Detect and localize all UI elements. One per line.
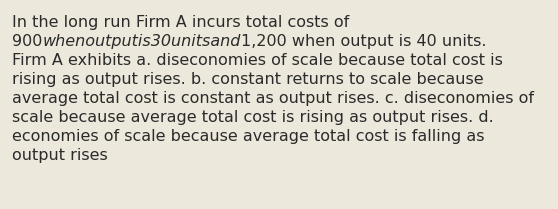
Text: 1,200 when output is 40 units.: 1,200 when output is 40 units. <box>240 34 486 49</box>
Text: output rises: output rises <box>12 148 108 163</box>
Text: rising as output rises. b. constant returns to scale because: rising as output rises. b. constant retu… <box>12 72 484 87</box>
Text: whenoutputis30unitsand: whenoutputis30unitsand <box>42 34 240 49</box>
Text: economies of scale because average total cost is falling as: economies of scale because average total… <box>12 129 484 144</box>
Text: In the long run Firm A incurs total costs of: In the long run Firm A incurs total cost… <box>12 15 349 30</box>
Text: Firm A exhibits a. diseconomies of scale because total cost is: Firm A exhibits a. diseconomies of scale… <box>12 53 503 68</box>
Text: 900: 900 <box>12 34 42 49</box>
Text: average total cost is constant as output rises. c. diseconomies of: average total cost is constant as output… <box>12 91 534 106</box>
Text: scale because average total cost is rising as output rises. d.: scale because average total cost is risi… <box>12 110 494 125</box>
